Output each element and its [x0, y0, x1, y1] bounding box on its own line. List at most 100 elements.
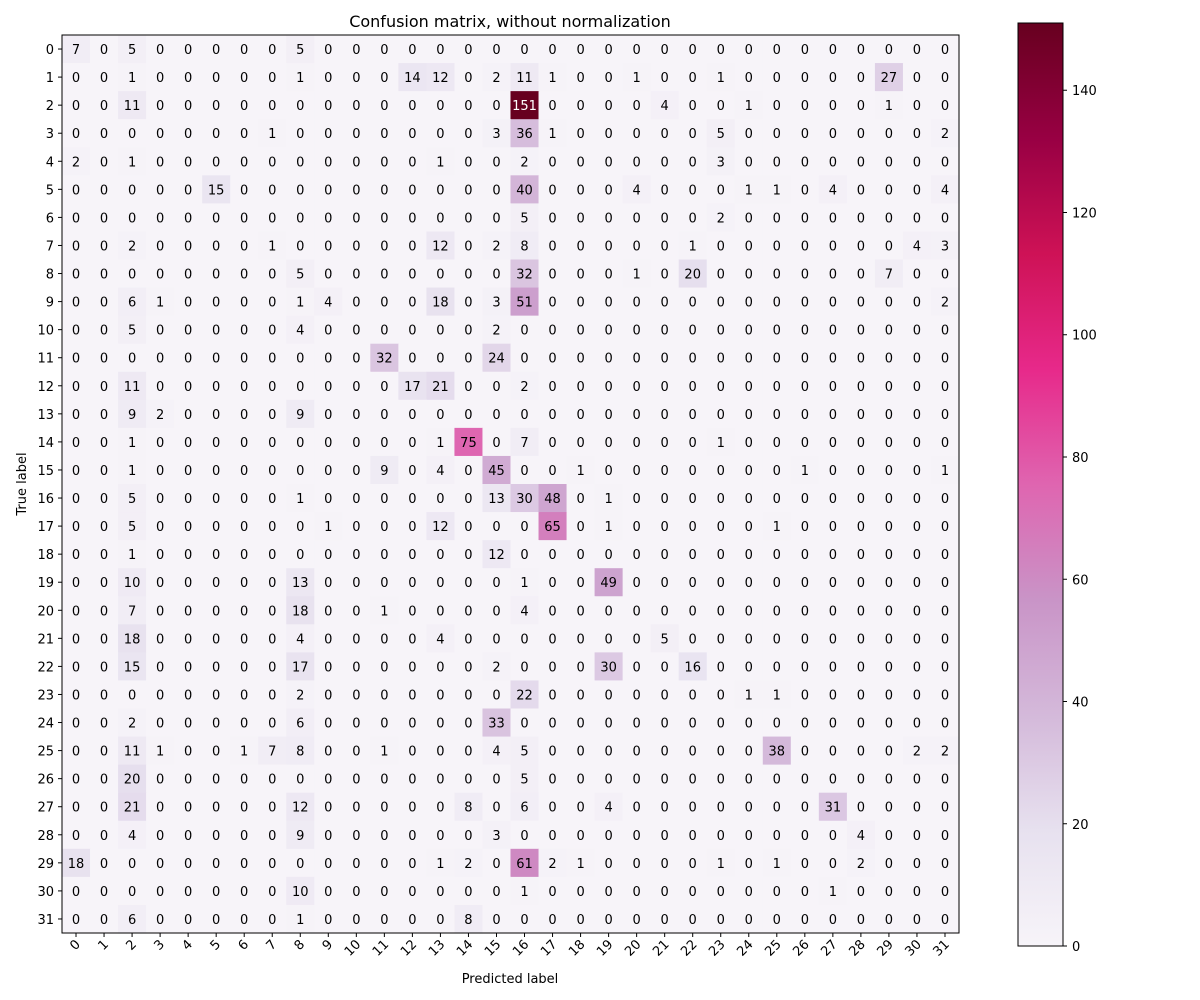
cell-value-label: 2	[128, 717, 136, 732]
cell-value-label: 0	[857, 745, 865, 760]
heatmap-cell	[678, 175, 708, 204]
heatmap-cell	[622, 427, 652, 457]
cell-value-label: 0	[604, 688, 612, 703]
heatmap-cell	[902, 63, 932, 92]
cell-value-label: 0	[408, 632, 416, 647]
heatmap-cell	[622, 259, 652, 289]
cell-value-label: 0	[156, 183, 164, 198]
cell-value-label: 0	[801, 408, 809, 423]
heatmap-cell	[650, 484, 680, 513]
heatmap-cell	[566, 708, 596, 738]
cell-value-label: 0	[240, 71, 248, 86]
heatmap-cell	[286, 792, 315, 822]
cell-value-label: 0	[801, 436, 809, 451]
heatmap-cell	[790, 203, 820, 233]
cell-value-label: 0	[801, 239, 809, 254]
heatmap-cell	[594, 147, 624, 176]
cell-value-label: 0	[604, 127, 612, 142]
cell-value-label: 0	[773, 127, 781, 142]
heatmap-cell	[426, 512, 456, 541]
cell-value-label: 0	[689, 324, 697, 339]
cell-value-label: 0	[857, 408, 865, 423]
heatmap-cell	[566, 427, 596, 457]
heatmap-cell	[146, 680, 175, 710]
cell-value-label: 0	[689, 71, 697, 86]
cell-value-label: 4	[604, 801, 612, 816]
cell-value-label: 0	[184, 155, 192, 170]
heatmap-cell	[90, 680, 119, 710]
heatmap-cell	[874, 147, 904, 176]
heatmap-cell	[454, 596, 484, 625]
y-tick-label: 27	[37, 801, 54, 816]
cell-value-label: 0	[268, 660, 276, 675]
heatmap-cell	[510, 624, 540, 653]
heatmap-cell	[118, 792, 147, 822]
heatmap-cell	[202, 764, 231, 794]
cell-value-label: 32	[376, 352, 393, 367]
heatmap-cell	[370, 147, 399, 176]
cell-value-label: 0	[717, 324, 725, 339]
heatmap-cell	[874, 315, 904, 345]
heatmap-cell	[846, 512, 876, 541]
cell-value-label: 0	[632, 296, 640, 311]
y-axis: 0123456789101112131415161718192021222324…	[37, 43, 62, 928]
cell-value-label: 0	[801, 773, 809, 788]
cell-value-label: 0	[913, 576, 921, 591]
cell-value-label: 0	[296, 548, 304, 563]
cell-value-label: 0	[913, 352, 921, 367]
heatmap-cell	[902, 119, 932, 148]
cell-value-label: 0	[268, 773, 276, 788]
heatmap-cell	[286, 540, 315, 569]
cell-value-label: 0	[520, 324, 528, 339]
heatmap-cell	[398, 848, 428, 878]
heatmap-cell	[818, 624, 848, 653]
cell-value-label: 0	[408, 801, 416, 816]
cell-value-label: 0	[268, 380, 276, 395]
heatmap-cell	[314, 848, 343, 878]
heatmap-cell	[874, 343, 904, 373]
cell-value-label: 0	[548, 352, 556, 367]
cell-value-label: 0	[436, 183, 444, 198]
cell-value-label: 0	[296, 380, 304, 395]
cell-value-label: 1	[436, 155, 444, 170]
cell-value-label: 0	[352, 913, 360, 928]
x-tick-label: 26	[790, 937, 812, 959]
cell-value-label: 4	[436, 632, 444, 647]
cell-value-label: 0	[464, 717, 472, 732]
heatmap-cell	[314, 343, 343, 373]
heatmap-cell	[566, 484, 596, 513]
cell-value-label: 0	[520, 464, 528, 479]
heatmap-cell	[846, 876, 876, 906]
cell-value-label: 0	[913, 211, 921, 226]
cell-value-label: 0	[408, 436, 416, 451]
heatmap-cell	[230, 568, 259, 597]
heatmap-cell	[370, 427, 399, 457]
cell-value-label: 0	[689, 296, 697, 311]
heatmap-cell	[678, 63, 708, 92]
heatmap-cell	[622, 680, 652, 710]
heatmap-cell	[762, 147, 792, 176]
cell-value-label: 0	[100, 268, 108, 283]
heatmap-cell	[90, 343, 119, 373]
heatmap-cell	[118, 63, 147, 92]
heatmap-cell	[62, 119, 91, 148]
cell-value-label: 0	[352, 745, 360, 760]
heatmap-cell	[174, 231, 203, 261]
cell-value-label: 0	[632, 913, 640, 928]
cell-value-label: 36	[516, 127, 533, 142]
y-tick-label: 5	[46, 183, 54, 198]
heatmap-cell	[762, 568, 792, 597]
heatmap-cell	[258, 708, 287, 738]
heatmap-cell	[454, 343, 484, 373]
cell-value-label: 0	[801, 576, 809, 591]
heatmap-cell	[286, 820, 315, 850]
heatmap-cell	[902, 371, 932, 401]
cell-value-label: 0	[100, 464, 108, 479]
cell-value-label: 2	[548, 857, 556, 872]
cell-value-label: 30	[516, 492, 533, 507]
heatmap-cell	[90, 371, 119, 401]
heatmap-cell	[734, 624, 764, 653]
cell-value-label: 0	[632, 520, 640, 535]
y-tick-label: 24	[37, 717, 54, 732]
heatmap-cell	[874, 119, 904, 148]
